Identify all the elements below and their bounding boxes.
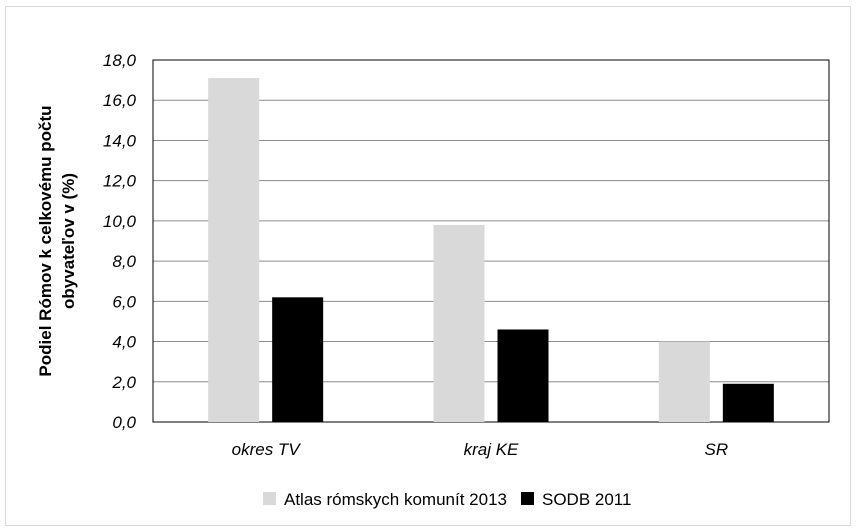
bar (272, 297, 324, 422)
y-axis-ticks: 0,0 2,0 4,0 6,0 8,0 10,0 12,0 14,0 16,0 18,0 (103, 51, 137, 432)
y-tick-label: 10,0 (103, 212, 137, 231)
bar (658, 341, 710, 422)
bar (722, 383, 774, 422)
y-tick-label: 18,0 (103, 51, 137, 70)
y-tick-label: 2,0 (111, 373, 136, 392)
legend-swatch (520, 492, 534, 505)
x-category-label: kraj KE (464, 440, 519, 459)
bars (208, 78, 774, 422)
legend-label: Atlas rómskych komunít 2013 (284, 490, 507, 509)
legend-label: SODB 2011 (542, 490, 631, 509)
legend-swatch (263, 492, 276, 505)
y-tick-label: 12,0 (103, 172, 137, 191)
x-category-label: SR (705, 440, 729, 459)
bar (208, 78, 260, 422)
chart-frame (5, 6, 851, 526)
plot-area (152, 59, 830, 423)
y-tick-label: 4,0 (112, 333, 136, 352)
bar (497, 329, 549, 422)
x-axis-categories: okres TV kraj KE SR (232, 440, 728, 459)
y-axis-label-line-2: obyvateľov v (%) (59, 173, 78, 309)
y-tick-label: 0,0 (112, 413, 136, 432)
bar (433, 224, 485, 422)
y-tick-label: 16,0 (103, 91, 137, 110)
y-tick-label: 14,0 (103, 131, 137, 150)
y-axis-label-line-1: Podiel Rómov k celkovému počtu (36, 105, 55, 376)
legend: Atlas rómskych komunít 2013 SODB 2011 (263, 490, 631, 509)
y-tick-label: 8,0 (112, 252, 136, 271)
x-category-label: okres TV (232, 440, 302, 459)
y-tick-label: 6,0 (112, 292, 136, 311)
